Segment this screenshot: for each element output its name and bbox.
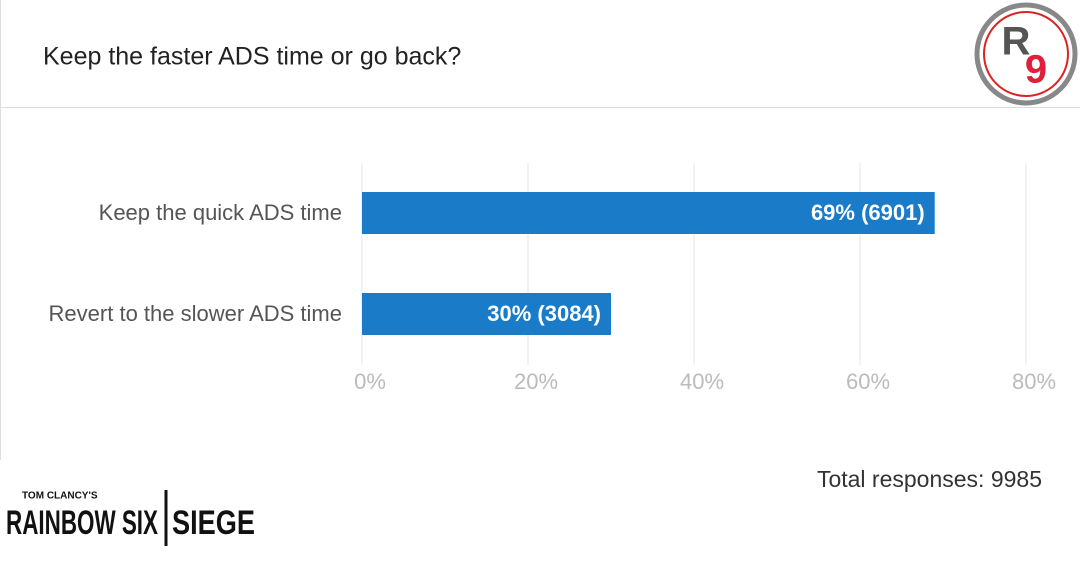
badge-digit: 9 — [1025, 48, 1047, 92]
value-label: 30% (3084) — [487, 301, 601, 326]
badge-inner-ring — [983, 11, 1069, 97]
badge-ring — [974, 2, 1078, 106]
x-tick-label: 0% — [354, 369, 386, 394]
bar — [362, 293, 611, 335]
value-label: 69% (6901) — [811, 200, 925, 225]
brand-name: RAINBOW SIX — [6, 504, 158, 542]
badge: R 9 — [974, 2, 1078, 106]
category-label: Revert to the slower ADS time — [48, 301, 342, 326]
x-tick-label: 80% — [1012, 369, 1056, 394]
badge-letter: R — [1002, 20, 1031, 64]
x-tick-label: 60% — [846, 369, 890, 394]
x-tick-label: 40% — [680, 369, 724, 394]
category-label: Keep the quick ADS time — [98, 200, 342, 225]
bar — [362, 192, 935, 234]
footer-text: Total responses: 9985 — [817, 466, 1042, 492]
brand-logo: TOM CLANCY'S RAINBOW SIX SIEGE — [6, 490, 255, 546]
x-tick-label: 20% — [514, 369, 558, 394]
chart-title: Keep the faster ADS time or go back? — [43, 43, 461, 71]
brand-sub: SIEGE — [172, 504, 255, 542]
brand-top: TOM CLANCY'S — [22, 491, 98, 502]
